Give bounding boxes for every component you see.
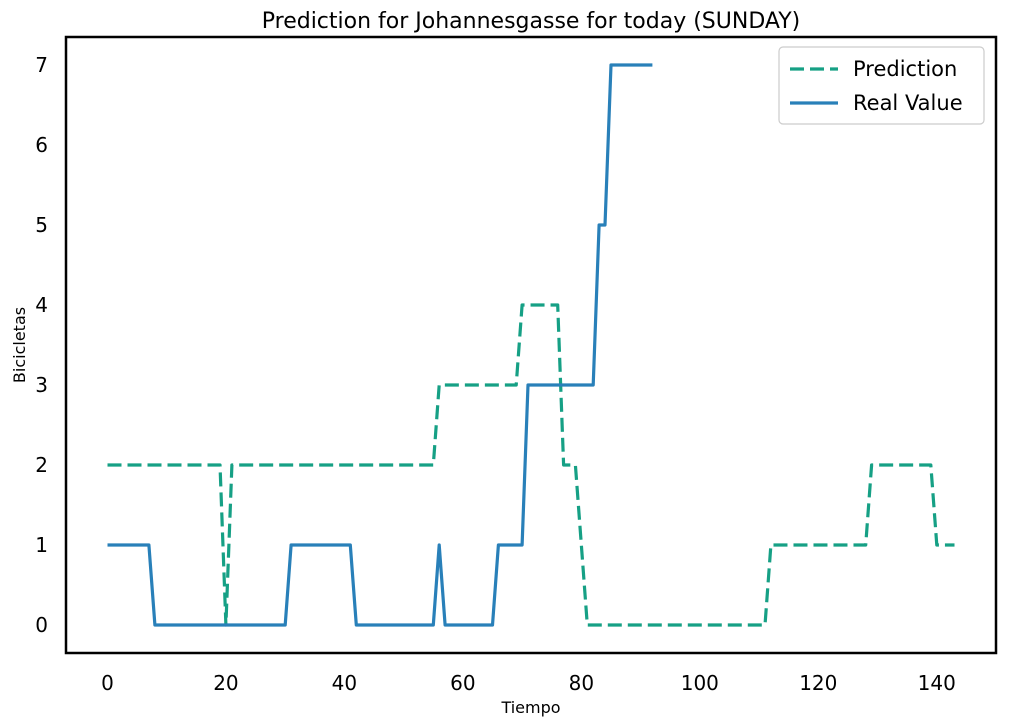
y-tick-label: 0 <box>35 613 48 637</box>
x-axis-ticks: 0 20 40 60 80 100 120 140 <box>101 671 956 695</box>
y-tick-label: 6 <box>35 133 48 157</box>
x-tick-label: 100 <box>681 671 719 695</box>
plot-frame <box>64 35 998 655</box>
series-line-prediction <box>107 303 955 627</box>
series-layer <box>107 63 955 627</box>
y-tick-label: 1 <box>35 533 48 557</box>
y-axis-label: Bicicletas <box>10 307 29 383</box>
legend-label: Real Value <box>853 91 963 115</box>
x-tick-label: 20 <box>213 671 238 695</box>
x-tick-label: 120 <box>799 671 837 695</box>
legend-box <box>778 46 985 125</box>
x-axis-label: Tiempo <box>500 698 560 717</box>
y-tick-label: 2 <box>35 453 48 477</box>
x-tick-label: 60 <box>450 671 475 695</box>
legend: Prediction Real Value <box>778 46 985 125</box>
x-tick-label: 80 <box>569 671 594 695</box>
legend-label: Prediction <box>853 57 957 81</box>
y-tick-label: 3 <box>35 373 48 397</box>
series-line-real-value <box>107 63 653 627</box>
chart-title: Prediction for Johannesgasse for today (… <box>262 9 801 34</box>
y-tick-label: 7 <box>35 53 48 77</box>
x-tick-label: 0 <box>101 671 114 695</box>
y-axis-ticks: 0 1 2 3 4 5 6 7 <box>35 53 48 637</box>
y-tick-label: 5 <box>35 213 48 237</box>
x-tick-label: 140 <box>918 671 956 695</box>
y-tick-label: 4 <box>35 293 48 317</box>
x-tick-label: 40 <box>332 671 357 695</box>
